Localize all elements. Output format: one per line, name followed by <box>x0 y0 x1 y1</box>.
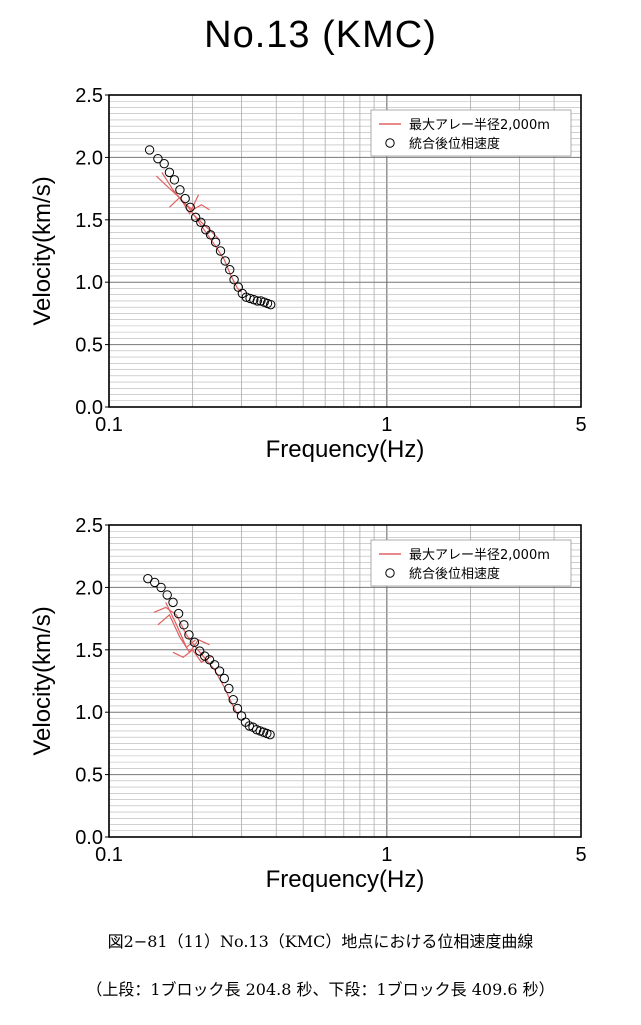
y-tick-label: 0.5 <box>75 765 103 787</box>
x-tick-label: 5 <box>575 844 586 866</box>
x-axis-label: Frequency(Hz) <box>266 436 425 463</box>
legend-marker-swatch <box>385 568 395 578</box>
plot-frame <box>108 94 582 408</box>
legend-label: 統合後位相速度 <box>409 566 500 582</box>
data-point <box>265 729 275 740</box>
legend: 最大アレー半径2,000m 統合後位相速度 <box>370 539 572 587</box>
y-tick-label: 2.0 <box>75 147 103 169</box>
data-point <box>190 212 201 223</box>
data-point <box>159 158 169 169</box>
series-array-radius <box>153 602 239 715</box>
data-point <box>194 646 205 656</box>
series-line <box>168 194 200 215</box>
data-point <box>156 582 166 593</box>
series-line <box>165 602 196 649</box>
y-tick-label: 2.0 <box>75 577 103 599</box>
x-tick-label: 0.1 <box>95 844 123 866</box>
y-tick-label: 1.5 <box>75 210 103 232</box>
data-point <box>149 577 160 588</box>
x-ticks: 0.1 1 5 <box>95 844 586 866</box>
data-point <box>220 256 230 266</box>
data-point <box>184 630 194 640</box>
figure-caption: 図2−81（11）No.13（KMC）地点における位相速度曲線 <box>107 932 534 951</box>
x-tick-label: 0.1 <box>95 414 123 436</box>
chart-top: 0.0 0.5 1.0 1.5 2.0 2.5 0.1 1 5 Frequency(Hz) Velo… <box>29 85 587 463</box>
y-tick-label: 2.5 <box>75 85 103 107</box>
legend-box <box>370 539 572 587</box>
data-point <box>219 673 229 684</box>
data-point <box>180 193 190 204</box>
x-axis-label: Frequency(Hz) <box>266 866 425 893</box>
data-point <box>185 202 195 213</box>
data-point <box>164 167 175 178</box>
y-tick-label: 0.0 <box>75 397 103 419</box>
data-point <box>144 145 155 155</box>
plot-frame <box>108 524 582 838</box>
data-point <box>162 590 172 600</box>
data-point <box>266 299 276 310</box>
y-tick-label: 1.0 <box>75 272 103 294</box>
data-point <box>201 225 211 235</box>
data-point <box>196 217 206 227</box>
series-line <box>192 213 221 241</box>
y-tick-label: 0.0 <box>75 827 103 849</box>
y-tick-label: 1.0 <box>75 702 103 724</box>
figure-caption-sub: （上段：1ブロック長 204.8 秒、下段：1ブロック長 409.6 秒） <box>86 980 555 999</box>
y-tick-label: 0.5 <box>75 335 103 357</box>
series-integrated-velocity <box>143 573 275 740</box>
series-line <box>155 175 243 293</box>
legend-box <box>370 109 572 157</box>
data-point <box>189 637 200 648</box>
legend-label: 最大アレー半径2,000m <box>409 118 550 133</box>
data-point <box>169 175 180 185</box>
series-line <box>161 172 210 211</box>
chart-bottom: 0.0 0.5 1.0 1.5 2.0 2.5 0.1 1 5 Frequency(Hz) Velo… <box>29 515 587 893</box>
data-point <box>232 703 243 714</box>
data-point <box>224 683 234 694</box>
series-line <box>153 606 239 715</box>
page-title: No.13 (KMC) <box>204 14 437 56</box>
y-ticks: 0.0 0.5 1.0 1.5 2.0 2.5 <box>75 515 109 849</box>
data-point <box>244 721 255 731</box>
x-tick-label: 1 <box>381 414 392 436</box>
data-point <box>179 620 189 630</box>
data-point <box>168 597 178 608</box>
y-ticks: 0.0 0.5 1.0 1.5 2.0 2.5 <box>75 85 109 419</box>
y-tick-label: 2.5 <box>75 515 103 537</box>
data-point <box>210 237 221 247</box>
data-point <box>153 153 163 164</box>
data-point <box>215 246 226 256</box>
data-point <box>205 230 216 240</box>
y-tick-label: 1.5 <box>75 640 103 662</box>
x-tick-label: 5 <box>575 414 586 436</box>
x-tick-label: 1 <box>381 844 392 866</box>
y-axis-label: Velocity(km/s) <box>29 606 56 755</box>
data-point <box>173 608 184 619</box>
series-array-radius <box>155 172 243 293</box>
legend: 最大アレー半径2,000m 統合後位相速度 <box>370 109 572 157</box>
y-axis-label: Velocity(km/s) <box>29 176 56 325</box>
data-point <box>209 660 220 670</box>
data-point <box>228 695 238 705</box>
legend-label: 統合後位相速度 <box>409 136 500 152</box>
data-point <box>252 296 263 306</box>
data-point <box>214 666 225 676</box>
series-integrated-velocity <box>144 145 276 310</box>
x-ticks: 0.1 1 5 <box>95 414 586 436</box>
data-point <box>229 275 239 285</box>
legend-label: 最大アレー半径2,000m <box>409 548 550 563</box>
legend-marker-swatch <box>385 138 395 148</box>
data-point <box>175 185 185 195</box>
data-point <box>225 265 235 275</box>
data-point <box>204 655 215 665</box>
